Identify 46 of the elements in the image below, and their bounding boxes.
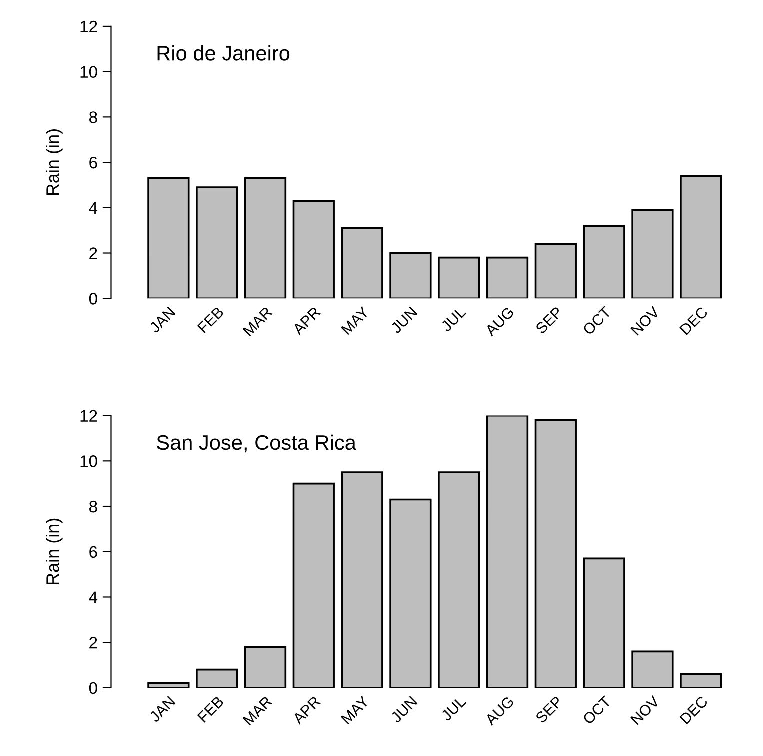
y-tick-label: 2 [90, 248, 98, 260]
y-tick-label: 4 [89, 202, 98, 214]
y-axis-title: Rain (in) [46, 130, 63, 196]
bar [148, 178, 190, 299]
bar [390, 252, 432, 299]
y-axis-title: Rain (in) [46, 518, 63, 585]
bar [632, 650, 674, 688]
bar [486, 256, 529, 299]
y-tick-label: 12 [80, 410, 98, 422]
bar [680, 175, 722, 299]
y-tick-label: 10 [80, 66, 98, 78]
y-tick-label: 6 [90, 546, 98, 558]
text: Rio de Janeiro [158, 46, 290, 61]
bar [341, 227, 384, 299]
bar [148, 682, 190, 688]
bar [438, 256, 480, 299]
x-tick-label: JUL [440, 696, 467, 722]
bar [680, 673, 722, 688]
x-tick-label: JAN [148, 306, 176, 334]
bar [486, 416, 529, 688]
y-tick-label: 6 [90, 156, 98, 169]
bar [244, 178, 287, 299]
y-tick-label: 10 [80, 456, 98, 468]
y-tick-label: 0 [89, 293, 98, 305]
y-tick-label: 4 [89, 592, 98, 604]
bar [341, 472, 384, 688]
bar [583, 558, 626, 688]
bar [583, 225, 626, 299]
y-tick-label: 8 [90, 112, 98, 124]
y-tick-label: 12 [80, 20, 98, 32]
bar [244, 646, 287, 688]
bar [632, 209, 674, 299]
bar [196, 186, 238, 299]
x-tick-label: JUL [440, 306, 467, 333]
y-tick-label: 2 [90, 637, 98, 649]
bar [196, 668, 238, 688]
bar [438, 472, 480, 688]
x-tick-label: FEB [197, 306, 224, 334]
bar [292, 200, 335, 299]
bar [534, 419, 577, 688]
bar [292, 482, 335, 688]
y-tick-label: 0 [89, 682, 98, 694]
text: San Jose, Costa Rica [157, 434, 356, 453]
bar [390, 498, 432, 688]
bar [534, 243, 577, 299]
y-tick-label: 8 [90, 500, 98, 513]
